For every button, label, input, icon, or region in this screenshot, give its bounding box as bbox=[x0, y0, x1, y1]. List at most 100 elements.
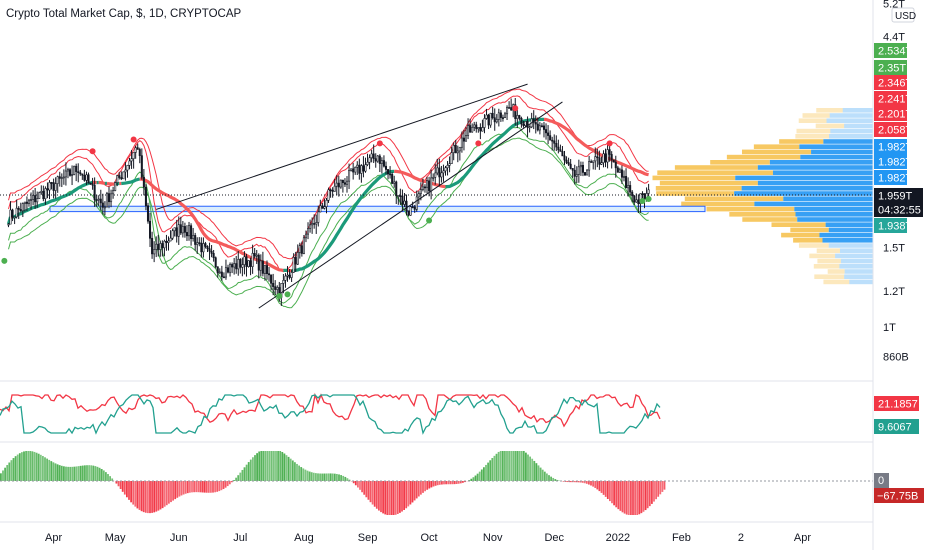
candle-body bbox=[83, 174, 86, 181]
candle-body bbox=[107, 193, 111, 203]
histogram-bar bbox=[283, 453, 286, 481]
candle-body bbox=[444, 167, 447, 172]
candle-body bbox=[588, 161, 591, 171]
histogram-bar bbox=[216, 481, 219, 492]
currency-button-label[interactable]: USD bbox=[895, 11, 916, 22]
histogram-bar bbox=[71, 466, 74, 481]
volume-profile-bar-yellow bbox=[796, 128, 831, 134]
histogram-bar bbox=[203, 481, 206, 493]
volume-profile-bar-blue bbox=[741, 186, 873, 191]
candle-body bbox=[169, 237, 172, 242]
histogram-bar bbox=[107, 474, 109, 481]
histogram-bar bbox=[432, 481, 435, 487]
candle-body bbox=[60, 177, 63, 179]
candle-body bbox=[495, 119, 498, 123]
candle-body bbox=[151, 237, 154, 255]
histogram-bar bbox=[592, 481, 594, 487]
histogram-bar bbox=[600, 481, 603, 493]
oscillator-value-bg bbox=[874, 396, 919, 411]
volume-profile-bar-blue bbox=[772, 170, 873, 175]
histogram-bar bbox=[525, 452, 527, 481]
histogram-bar bbox=[161, 481, 164, 509]
band-green-1 bbox=[8, 126, 649, 304]
slow-ma-segment bbox=[12, 180, 93, 219]
histogram-bar bbox=[531, 458, 534, 481]
volume-profile-bar-yellow bbox=[741, 149, 812, 155]
price-label: 1.982T bbox=[878, 157, 913, 169]
candle-body bbox=[464, 135, 468, 142]
histogram-bar bbox=[625, 481, 628, 515]
candle-body bbox=[489, 112, 492, 126]
histogram-bar bbox=[405, 481, 408, 509]
histogram-bar bbox=[319, 473, 321, 481]
histogram-bar bbox=[8, 462, 11, 481]
candle-body bbox=[52, 182, 55, 191]
candle-body bbox=[161, 243, 164, 249]
candle-body bbox=[208, 248, 211, 252]
candle-body bbox=[358, 164, 361, 174]
histogram-bar bbox=[434, 481, 437, 486]
candle-body bbox=[538, 125, 541, 131]
candle-body bbox=[612, 159, 615, 163]
histogram-bar bbox=[35, 452, 38, 481]
signal-dot-buy bbox=[1, 257, 8, 264]
histogram-bar bbox=[304, 469, 307, 481]
histogram-bar bbox=[401, 481, 403, 512]
volume-profile-bar-yellow bbox=[827, 269, 845, 274]
candle-body bbox=[475, 124, 478, 130]
candle-body bbox=[557, 146, 560, 151]
candle-body bbox=[11, 209, 14, 218]
candle-body bbox=[471, 127, 474, 133]
histogram-bar bbox=[476, 473, 479, 481]
volume-profile-bar-blue bbox=[828, 243, 873, 248]
candle-body bbox=[85, 174, 88, 181]
candle-body bbox=[571, 168, 574, 171]
candle-body bbox=[231, 264, 234, 268]
candle-body bbox=[325, 199, 328, 207]
histogram-bar bbox=[79, 465, 82, 481]
histogram-bar bbox=[121, 481, 124, 492]
histogram-bar bbox=[77, 466, 80, 481]
candle-body bbox=[288, 274, 291, 278]
histogram-bar bbox=[312, 472, 315, 481]
candle-body bbox=[551, 139, 554, 142]
volume-profile-bar-blue bbox=[829, 134, 873, 139]
volume-profile-bar-blue bbox=[735, 175, 873, 181]
price-label-bg bbox=[874, 188, 923, 203]
histogram-bar bbox=[31, 451, 34, 481]
histogram-bar bbox=[155, 481, 158, 512]
histogram-bar bbox=[613, 481, 615, 506]
histogram-bar bbox=[218, 481, 221, 492]
candle-body bbox=[450, 152, 453, 164]
histogram-bar bbox=[277, 451, 279, 481]
volume-profile-bar-yellow bbox=[790, 227, 829, 233]
candle-body bbox=[200, 242, 203, 253]
histogram-bar bbox=[646, 481, 649, 509]
histogram-bar bbox=[23, 451, 25, 481]
signal-dot-buy bbox=[426, 217, 433, 224]
histogram-bar bbox=[46, 458, 48, 481]
candle-body bbox=[350, 168, 353, 171]
volume-profile-bar-yellow bbox=[659, 180, 758, 186]
candle-body bbox=[559, 149, 562, 152]
candle-body bbox=[159, 243, 162, 250]
histogram-bar bbox=[153, 481, 156, 513]
candle-body bbox=[290, 272, 293, 278]
candle-body bbox=[58, 176, 61, 179]
volume-profile-bar-blue bbox=[754, 201, 873, 207]
candle-body bbox=[382, 160, 385, 167]
histogram-bar bbox=[329, 473, 332, 481]
histogram-bar bbox=[409, 481, 412, 505]
histogram-bar bbox=[594, 481, 597, 488]
time-tick: May bbox=[105, 532, 126, 544]
price-label-bg bbox=[874, 139, 907, 154]
histogram-bar bbox=[275, 451, 277, 481]
price-label-bg bbox=[874, 218, 907, 233]
candle-body bbox=[32, 195, 35, 200]
candle-body bbox=[229, 264, 232, 273]
candle-body bbox=[384, 165, 388, 170]
histogram-bar bbox=[470, 478, 473, 481]
candle-body bbox=[514, 104, 517, 119]
candle-body bbox=[627, 185, 630, 189]
